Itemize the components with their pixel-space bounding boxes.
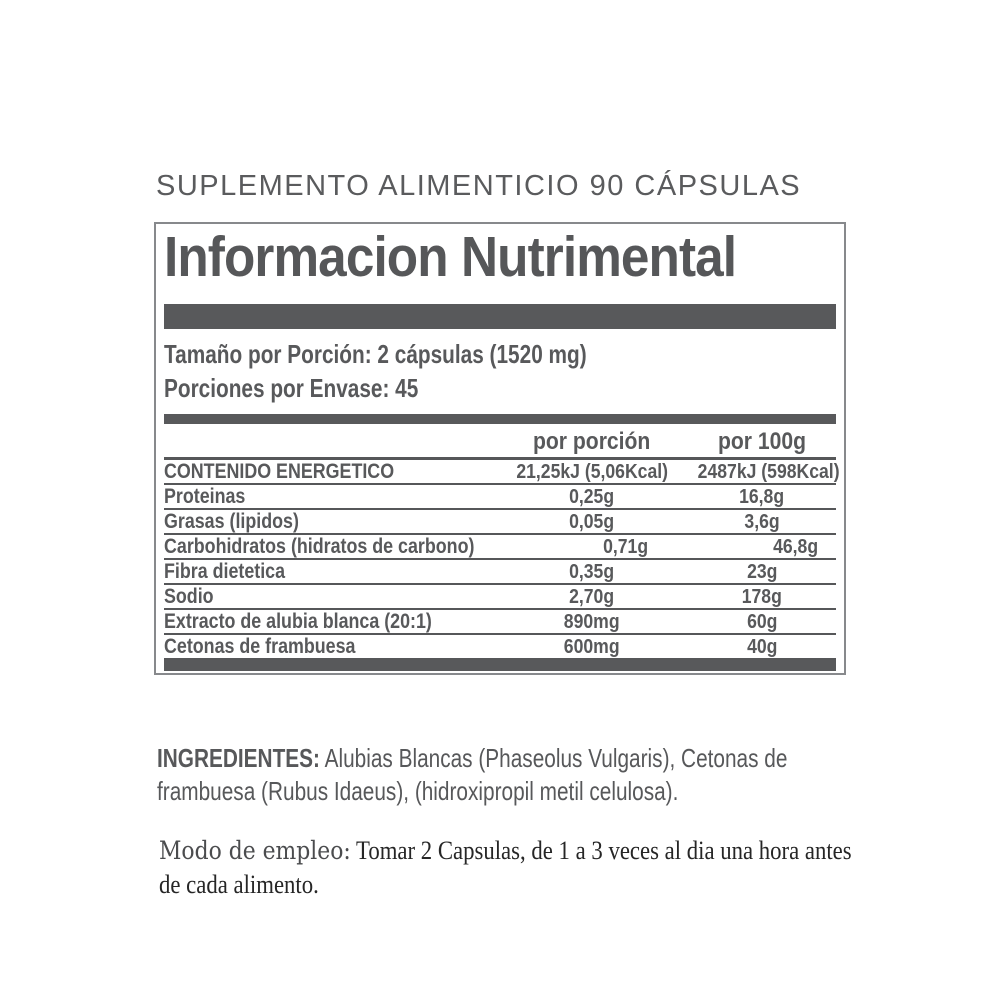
row-value-per-100g: 60g (746, 610, 778, 633)
column-header-per-100g: por 100g (717, 428, 807, 455)
usage-paragraph: Modo de empleo: Tomar 2 Capsulas, de 1 a… (159, 834, 859, 902)
table-row: Grasas (lipidos) 0,05g 3,6g (164, 510, 836, 535)
table-row: Fibra dietetica 0,35g 23g (164, 560, 836, 585)
table-row: Carbohidratos (hidratos de carbono) 0,71… (164, 535, 836, 560)
servings-per-container-line: Porciones por Envase: 45 (164, 373, 419, 403)
ingredients-paragraph: INGREDIENTES: Alubias Blancas (Phaseolus… (157, 742, 877, 808)
table-row: Proteinas 0,25g 16,8g (164, 485, 836, 510)
table-row: Cetonas de frambuesa 600mg 40g (164, 635, 836, 660)
row-value-per-serving: 0,05g (569, 510, 615, 533)
serving-info: Tamaño por Porción: 2 cápsulas (1520 mg)… (164, 337, 836, 405)
row-label: Sodio (164, 585, 214, 608)
serving-size-line: Tamaño por Porción: 2 cápsulas (1520 mg) (164, 339, 587, 369)
row-label: Fibra dietetica (164, 560, 286, 583)
table-row: Extracto de alubia blanca (20:1) 890mg 6… (164, 610, 836, 635)
table-row: CONTENIDO ENERGETICO 21,25kJ (5,06Kcal) … (164, 460, 840, 485)
usage-text: Tomar 2 Capsulas, de 1 a 3 veces al dia … (159, 836, 852, 899)
ingredients-text: Alubias Blancas (Phaseolus Vulgaris), Ce… (157, 743, 788, 806)
row-value-per-100g: 2487kJ (598Kcal) (697, 460, 840, 483)
divider-bar-thick (164, 304, 836, 329)
row-label: CONTENIDO ENERGETICO (164, 460, 395, 483)
row-value-per-serving: 600mg (564, 635, 620, 658)
nutrition-facts-panel: Informacion Nutrimental Tamaño por Porci… (154, 222, 846, 675)
row-label: Extracto de alubia blanca (20:1) (164, 610, 432, 633)
row-value-per-serving: 0,71g (602, 535, 648, 558)
row-value-per-100g: 46,8g (772, 535, 818, 558)
row-value-per-100g: 40g (746, 635, 778, 658)
table-header-row: por porción por 100g (164, 424, 836, 460)
row-value-per-100g: 3,6g (744, 510, 780, 533)
product-type-title: SUPLEMENTO ALIMENTICIO 90 CÁPSULAS (156, 170, 802, 202)
divider-bar-bottom (164, 660, 836, 671)
row-label: Carbohidratos (hidratos de carbono) (164, 535, 475, 558)
row-value-per-serving: 890mg (564, 610, 620, 633)
divider-bar-medium (164, 414, 836, 424)
row-label: Proteinas (164, 485, 246, 508)
row-label: Cetonas de frambuesa (164, 635, 356, 658)
row-value-per-100g: 16,8g (739, 485, 785, 508)
panel-title: Informacion Nutrimental (164, 225, 737, 289)
row-label: Grasas (lipidos) (164, 510, 299, 533)
row-value-per-100g: 178g (741, 585, 783, 608)
row-value-per-serving: 21,25kJ (5,06Kcal) (516, 460, 668, 483)
row-value-per-serving: 0,25g (569, 485, 615, 508)
row-value-per-100g: 23g (746, 560, 778, 583)
row-value-per-serving: 0,35g (569, 560, 615, 583)
row-value-per-serving: 2,70g (569, 585, 615, 608)
ingredients-label: INGREDIENTES: (157, 743, 320, 773)
table-row: Sodio 2,70g 178g (164, 585, 836, 610)
column-header-per-serving: por porción (533, 428, 651, 455)
usage-label: Modo de empleo: (159, 836, 351, 865)
